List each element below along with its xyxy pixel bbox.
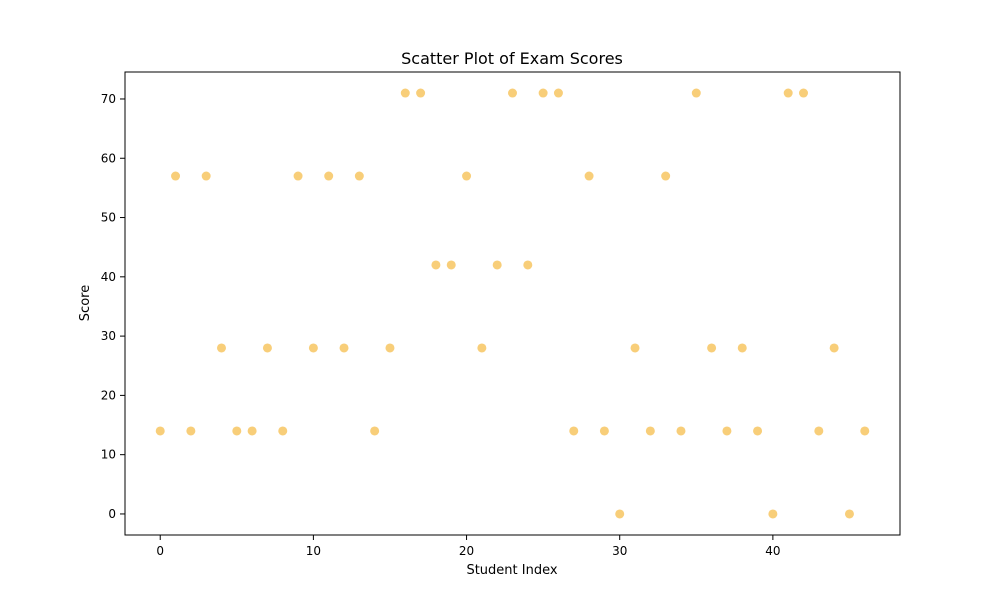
data-point (477, 343, 487, 353)
data-point (538, 88, 548, 98)
y-axis-label: Score (78, 285, 93, 321)
data-point (293, 171, 303, 181)
data-point (599, 426, 609, 436)
data-point (615, 509, 625, 519)
data-point (385, 343, 395, 353)
data-point (569, 426, 579, 436)
y-tick-label: 40 (101, 270, 116, 284)
data-point (768, 509, 778, 519)
data-point (860, 426, 870, 436)
data-point (416, 88, 426, 98)
data-point (753, 426, 763, 436)
data-point (799, 88, 809, 98)
data-point (370, 426, 380, 436)
data-point (584, 171, 594, 181)
data-point (216, 343, 226, 353)
data-point (462, 171, 472, 181)
data-point (508, 88, 517, 98)
data-points (155, 88, 870, 519)
y-tick-label: 50 (101, 211, 116, 225)
data-point (645, 426, 655, 436)
x-axis: 0 10 20 30 40 (156, 535, 781, 558)
data-point (553, 88, 563, 98)
data-point (171, 171, 181, 181)
chart-title: Scatter Plot of Exam Scores (401, 49, 623, 68)
y-tick-label: 70 (101, 92, 116, 106)
y-tick-label: 60 (101, 151, 116, 165)
data-point (155, 426, 165, 436)
data-point (262, 343, 272, 353)
x-tick-label: 40 (765, 544, 780, 558)
data-point (737, 343, 747, 353)
data-point (339, 343, 349, 353)
data-point (492, 260, 502, 270)
data-point (661, 171, 671, 181)
data-point (446, 260, 456, 270)
data-point (431, 260, 441, 270)
y-axis: 0 10 20 30 40 50 60 70 (101, 92, 125, 521)
data-point (722, 426, 732, 436)
data-point (278, 426, 288, 436)
x-tick-label: 0 (156, 544, 164, 558)
data-point (844, 509, 854, 519)
y-tick-label: 0 (108, 507, 116, 521)
data-point (829, 343, 839, 353)
data-point (676, 426, 686, 436)
y-tick-label: 10 (101, 448, 116, 462)
x-tick-label: 20 (459, 544, 474, 558)
y-tick-label: 20 (101, 388, 116, 402)
data-point (201, 171, 211, 181)
data-point (707, 343, 717, 353)
y-tick-label: 30 (101, 329, 116, 343)
x-axis-label: Student Index (466, 563, 557, 578)
x-tick-label: 10 (306, 544, 321, 558)
data-point (354, 171, 364, 181)
data-point (814, 426, 824, 436)
data-point (324, 171, 334, 181)
data-point (783, 88, 793, 98)
plot-frame (124, 71, 901, 536)
data-point (691, 88, 701, 98)
data-point (247, 426, 257, 436)
data-point (186, 426, 196, 436)
data-point (400, 88, 410, 98)
data-point (523, 260, 533, 270)
data-point (232, 426, 242, 436)
x-tick-label: 30 (612, 544, 627, 558)
data-point (630, 343, 640, 353)
plot-area (124, 71, 901, 536)
data-point (308, 343, 318, 353)
